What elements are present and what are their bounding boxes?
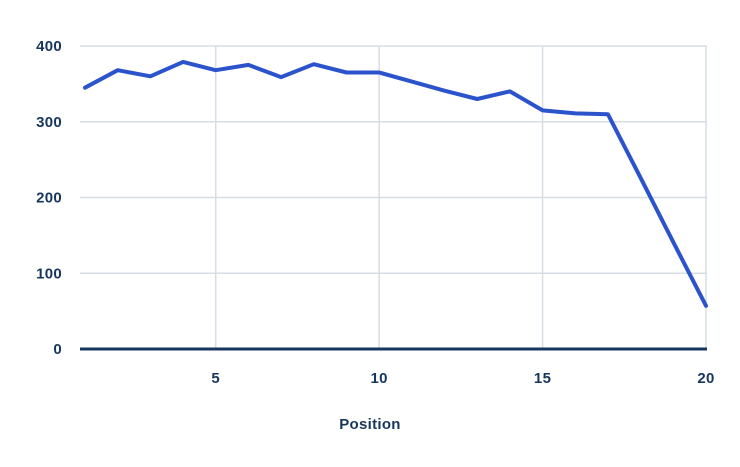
y-tick-label: 100 [36, 265, 62, 282]
y-tick-label: 300 [36, 114, 62, 131]
x-tick-label: 10 [371, 370, 388, 387]
data-series-line [83, 59, 708, 308]
y-tick-label: 200 [36, 190, 62, 207]
x-axis-title: Position [339, 416, 401, 433]
y-tick-label: 0 [53, 341, 62, 358]
x-tick-label: 15 [534, 370, 551, 387]
y-tick-label: 400 [36, 38, 62, 55]
x-tick-label: 5 [211, 370, 220, 387]
x-tick-label: 20 [697, 370, 714, 387]
